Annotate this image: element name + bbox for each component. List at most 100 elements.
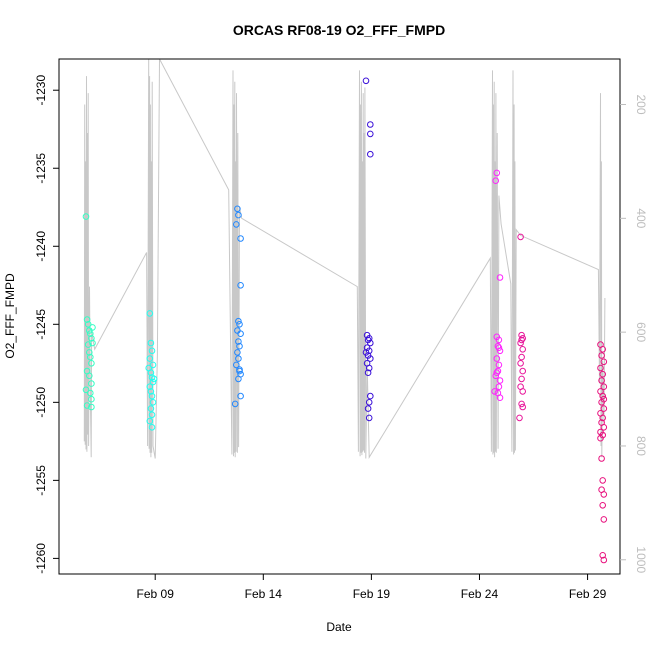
data-point — [365, 399, 373, 406]
data-point — [237, 392, 244, 400]
data-point — [147, 405, 155, 412]
data-point — [89, 339, 96, 347]
chart-title: ORCAS RF08-19 O2_FFF_FMPD — [233, 22, 445, 38]
data-point — [517, 339, 524, 347]
y-tick-label: -1230 — [34, 75, 48, 106]
y2-tick-label: 800 — [634, 436, 648, 456]
data-point — [600, 383, 608, 391]
data-point — [88, 335, 95, 342]
data-point — [148, 392, 156, 400]
data-point — [518, 375, 525, 383]
data-point — [493, 169, 501, 177]
y-tick-label: -1255 — [34, 465, 48, 496]
data-point — [517, 360, 524, 367]
data-point — [84, 341, 92, 348]
data-point — [599, 370, 607, 378]
y-tick-label: -1250 — [34, 387, 48, 418]
data-point — [233, 221, 240, 228]
data-point — [88, 360, 95, 367]
y-tick-label: -1260 — [34, 543, 48, 574]
altitude-trace-line — [83, 58, 606, 460]
data-point — [82, 386, 90, 394]
data-point — [597, 434, 604, 442]
data-point — [235, 211, 242, 219]
data-point — [237, 330, 244, 338]
data-point — [88, 403, 95, 411]
data-point — [600, 395, 608, 403]
data-point — [235, 317, 242, 325]
data-point — [234, 205, 241, 213]
data-point — [598, 352, 605, 359]
data-point — [236, 342, 243, 350]
data-point — [492, 372, 500, 380]
x-axis-label: Date — [326, 620, 352, 634]
data-point — [237, 282, 244, 289]
data-point — [87, 330, 94, 338]
x-tick-label: Feb 09 — [137, 587, 175, 601]
data-point — [598, 455, 605, 462]
data-point — [235, 375, 242, 383]
data-point — [146, 310, 154, 317]
data-point — [235, 355, 242, 362]
data-point — [600, 491, 608, 498]
data-point — [367, 130, 374, 138]
data-point — [518, 331, 525, 339]
data-point — [367, 355, 374, 362]
data-point — [600, 405, 608, 412]
data-point — [493, 369, 501, 377]
data-point — [89, 324, 96, 331]
data-point — [148, 347, 156, 355]
data-point — [599, 346, 607, 353]
data-point — [495, 344, 503, 352]
data-point — [86, 349, 93, 356]
plot-frame — [58, 58, 621, 575]
data-point — [146, 383, 154, 391]
data-point — [82, 213, 90, 220]
y-tick-label: -1240 — [34, 231, 48, 262]
data-point — [83, 316, 91, 323]
data-point — [362, 349, 370, 356]
data-point — [146, 417, 154, 425]
data-point — [517, 233, 524, 241]
y2-tick-label: 1000 — [634, 546, 648, 573]
data-point — [365, 335, 373, 342]
data-point — [367, 150, 374, 158]
data-point — [493, 355, 501, 362]
data-point — [496, 347, 504, 355]
data-point — [495, 336, 503, 344]
data-point — [364, 369, 372, 377]
data-point — [495, 383, 503, 391]
x-tick-label: Feb 19 — [353, 587, 391, 601]
data-point — [237, 235, 244, 242]
data-point — [519, 403, 527, 411]
data-point — [148, 424, 156, 431]
y2-tick-label: 600 — [634, 322, 648, 342]
data-point — [496, 377, 504, 384]
data-point — [519, 388, 527, 395]
data-point — [236, 321, 243, 328]
data-point — [519, 367, 527, 375]
data-point — [147, 388, 155, 395]
data-point — [599, 414, 607, 422]
data-point — [87, 353, 94, 361]
data-point — [86, 372, 93, 380]
data-point — [367, 339, 374, 347]
y-axis-label: O2_FFF_FMPD — [3, 273, 17, 359]
data-point — [146, 355, 154, 362]
y-axis: -1230 -1235 -1240 -1245 -1250 -1255 -1260 — [34, 75, 59, 574]
data-point — [83, 402, 91, 409]
data-point — [599, 392, 607, 400]
data-point — [365, 364, 373, 372]
data-point — [518, 353, 525, 361]
data-point — [518, 336, 525, 344]
data-point — [600, 516, 608, 523]
x-tick-label: Feb 14 — [245, 587, 283, 601]
x-tick-label: Feb 29 — [569, 587, 607, 601]
data-point — [149, 399, 157, 406]
data-point — [365, 414, 373, 422]
data-point — [150, 375, 158, 383]
x-axis: Feb 09 Feb 14 Feb 19 Feb 24 Feb 29 — [137, 574, 607, 601]
data-point — [367, 392, 374, 400]
altitude-trace-layer — [83, 58, 606, 460]
